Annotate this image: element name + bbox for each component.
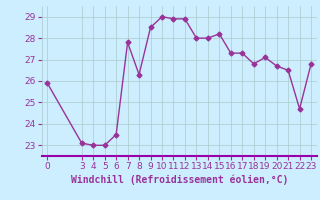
X-axis label: Windchill (Refroidissement éolien,°C): Windchill (Refroidissement éolien,°C) xyxy=(70,175,288,185)
